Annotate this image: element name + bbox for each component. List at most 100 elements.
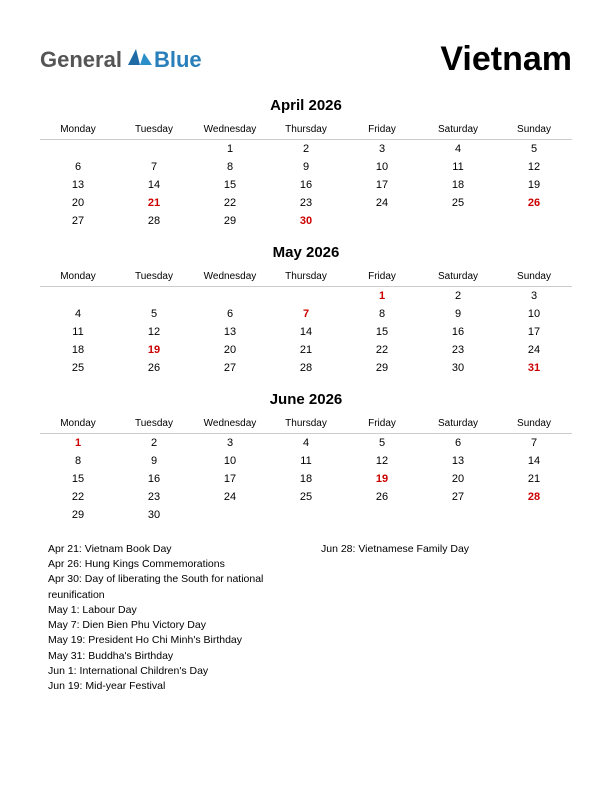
weekday-header: Monday [40,267,116,287]
calendar-cell [420,506,496,524]
calendar-cell [40,287,116,306]
calendar-row: 45678910 [40,305,572,323]
month-title: May 2026 [40,244,572,261]
calendar-cell: 19 [344,470,420,488]
calendar-row: 2930 [40,506,572,524]
calendar-cell: 15 [40,470,116,488]
calendar-cell: 27 [420,488,496,506]
calendar-cell: 22 [344,341,420,359]
calendar-cell: 1 [192,140,268,159]
calendar-cell: 17 [496,323,572,341]
calendar-cell: 23 [420,341,496,359]
weekday-header: Sunday [496,267,572,287]
calendar-cell: 10 [344,158,420,176]
calendar-cell: 29 [40,506,116,524]
calendar-cell: 28 [116,212,192,230]
weekday-header: Friday [344,267,420,287]
calendar-row: 27282930 [40,212,572,230]
calendar-cell: 9 [268,158,344,176]
holiday-entry: Jun 19: Mid-year Festival [48,679,291,694]
weekday-header: Monday [40,414,116,434]
month-title: April 2026 [40,97,572,114]
calendar-cell [344,212,420,230]
calendar-cell: 10 [192,452,268,470]
calendar-cell: 3 [344,140,420,159]
calendar-cell [116,140,192,159]
calendar-cell: 20 [40,194,116,212]
holiday-entry: May 19: President Ho Chi Minh's Birthday [48,633,291,648]
calendar-cell: 29 [192,212,268,230]
holiday-entry: May 7: Dien Bien Phu Victory Day [48,618,291,633]
header: General Blue Vietnam [40,40,572,79]
calendar-cell: 20 [192,341,268,359]
calendar-cell: 2 [116,434,192,453]
calendar-cell: 16 [116,470,192,488]
calendar-cell: 9 [116,452,192,470]
month-block: April 2026MondayTuesdayWednesdayThursday… [40,97,572,230]
calendar-cell: 7 [496,434,572,453]
calendar-cell: 8 [192,158,268,176]
calendar-cell: 12 [116,323,192,341]
calendar-cell: 24 [192,488,268,506]
calendar-cell: 3 [496,287,572,306]
calendar-cell: 12 [496,158,572,176]
weekday-header: Thursday [268,267,344,287]
calendar-row: 11121314151617 [40,323,572,341]
calendar-cell: 12 [344,452,420,470]
weekday-header: Saturday [420,267,496,287]
holidays-section: Apr 21: Vietnam Book DayApr 26: Hung Kin… [40,542,572,694]
calendar-cell: 16 [420,323,496,341]
weekday-header: Sunday [496,120,572,140]
calendar-cell: 23 [268,194,344,212]
calendar-cell: 30 [268,212,344,230]
country-title: Vietnam [440,40,572,79]
weekday-header: Monday [40,120,116,140]
calendar-table: MondayTuesdayWednesdayThursdayFridaySatu… [40,414,572,524]
calendar-cell: 5 [116,305,192,323]
calendar-cell: 8 [344,305,420,323]
holiday-entry: Apr 30: Day of liberating the South for … [48,572,291,602]
calendar-cell: 1 [344,287,420,306]
calendar-cell: 25 [420,194,496,212]
calendar-cell: 23 [116,488,192,506]
calendar-cell: 31 [496,359,572,377]
calendar-cell: 16 [268,176,344,194]
calendar-cell: 19 [496,176,572,194]
calendar-cell: 17 [344,176,420,194]
calendar-cell: 10 [496,305,572,323]
calendar-cell: 11 [40,323,116,341]
calendar-cell: 7 [268,305,344,323]
month-block: June 2026 MondayTuesdayWednesdayThursdayF… [40,391,572,524]
calendar-cell [496,212,572,230]
calendar-cell: 9 [420,305,496,323]
calendar-cell: 14 [268,323,344,341]
calendar-cell: 30 [420,359,496,377]
calendar-cell: 30 [116,506,192,524]
weekday-header: Wednesday [192,267,268,287]
calendar-cell: 24 [496,341,572,359]
calendar-table: MondayTuesdayWednesdayThursdayFridaySatu… [40,267,572,377]
logo-text-1: General [40,49,122,71]
calendar-cell: 21 [116,194,192,212]
calendar-cell [116,287,192,306]
weekday-header: Sunday [496,414,572,434]
calendar-cell: 15 [192,176,268,194]
calendar-cell: 14 [116,176,192,194]
calendar-row: 13141516171819 [40,176,572,194]
calendar-cell: 21 [268,341,344,359]
logo-text-2: Blue [154,49,202,71]
holiday-entry: May 31: Buddha's Birthday [48,649,291,664]
weekday-header: Thursday [268,120,344,140]
month-title: June 2026 [40,391,572,408]
calendar-cell: 2 [268,140,344,159]
calendar-row: 18192021222324 [40,341,572,359]
calendar-cell: 26 [344,488,420,506]
calendar-row: 15161718192021 [40,470,572,488]
calendar-row: 1234567 [40,434,572,453]
calendar-cell: 17 [192,470,268,488]
calendar-cell: 26 [116,359,192,377]
calendar-row: 20212223242526 [40,194,572,212]
calendar-cell [268,506,344,524]
calendar-cell: 4 [40,305,116,323]
holiday-entry: Jun 28: Vietnamese Family Day [321,542,564,557]
